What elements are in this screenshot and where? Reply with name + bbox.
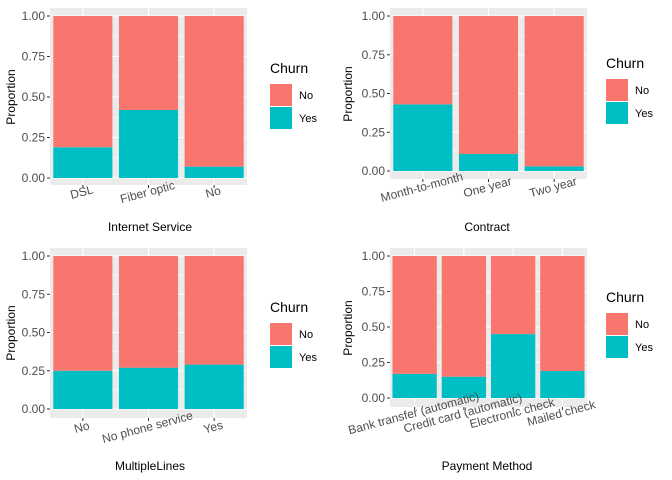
bar-yes-3 <box>184 166 244 178</box>
legend-label-yes: Yes <box>299 352 317 364</box>
legend-key-no <box>606 313 628 335</box>
legend-label-no: No <box>299 90 313 102</box>
bar-yes-3 <box>490 334 536 398</box>
bar-yes-2 <box>441 376 487 398</box>
y-tick-label: 0.00 <box>362 391 386 405</box>
legend-label-yes: Yes <box>299 113 317 125</box>
legend-key-yes <box>270 107 292 129</box>
y-tick-label: 0.50 <box>362 320 386 334</box>
y-tick-label: 0.50 <box>22 326 46 340</box>
x-axis-title: Internet Service <box>108 220 192 234</box>
bar-yes-1 <box>393 104 453 171</box>
bar-yes-2 <box>118 109 179 178</box>
y-tick-label: 0.50 <box>362 87 386 101</box>
y-tick-label: 1.00 <box>22 249 46 263</box>
bar-no-3 <box>184 16 244 167</box>
legend-label-no: No <box>635 85 649 97</box>
y-tick-label: 0.75 <box>22 287 46 301</box>
legend: Churn No Yes <box>270 299 317 368</box>
legend-key-yes <box>270 346 292 368</box>
x-tick-label: DSL <box>69 182 95 202</box>
x-axis-title: Payment Method <box>442 459 533 473</box>
legend-key-yes <box>606 336 628 358</box>
legend-label-yes: Yes <box>635 342 653 354</box>
bar-yes-4 <box>540 371 585 398</box>
legend-key-no <box>270 323 292 345</box>
bar-yes-1 <box>53 147 113 178</box>
y-axis-title: Proportion <box>4 69 18 124</box>
y-tick-label: 0.75 <box>362 48 386 62</box>
legend-title: Churn <box>606 55 644 71</box>
bar-no-4 <box>540 256 585 372</box>
y-tick-label: 0.75 <box>362 285 386 299</box>
y-axis-title: Proportion <box>341 66 355 121</box>
y-tick-label: 0.25 <box>22 364 46 378</box>
y-tick-label: 0.00 <box>22 171 46 185</box>
y-tick-label: 1.00 <box>362 9 386 23</box>
bar-no-2 <box>458 16 519 154</box>
legend-key-yes <box>606 102 628 124</box>
bar-no-3 <box>184 256 244 365</box>
bar-no-3 <box>490 256 536 335</box>
y-tick-label: 0.25 <box>362 356 386 370</box>
y-tick-label: 0.25 <box>362 125 386 139</box>
bar-yes-1 <box>392 373 437 398</box>
legend-title: Churn <box>270 60 308 76</box>
y-tick-label: 0.75 <box>22 50 46 64</box>
y-axis-title: Proportion <box>341 300 355 355</box>
legend-title: Churn <box>270 299 308 315</box>
bar-no-1 <box>53 256 113 371</box>
y-tick-label: 0.00 <box>362 164 386 178</box>
y-tick-label: 0.50 <box>22 90 46 104</box>
legend-label-yes: Yes <box>635 108 653 120</box>
legend-label-no: No <box>299 329 313 341</box>
legend: Churn No Yes <box>606 289 653 358</box>
legend-key-no <box>606 79 628 101</box>
y-tick-label: 0.25 <box>22 131 46 145</box>
y-tick-label: 1.00 <box>362 249 386 263</box>
bar-no-1 <box>53 16 113 148</box>
bar-no-3 <box>524 16 584 167</box>
bar-yes-3 <box>524 166 584 171</box>
x-axis-title: MultipleLines <box>115 459 185 473</box>
legend-label-no: No <box>635 319 649 331</box>
bar-yes-2 <box>458 153 519 171</box>
bar-yes-2 <box>118 367 179 409</box>
bar-yes-1 <box>53 370 113 409</box>
legend-title: Churn <box>606 289 644 305</box>
y-axis-title: Proportion <box>4 305 18 360</box>
x-tick-label: No <box>73 418 92 436</box>
bar-no-2 <box>441 256 487 377</box>
bar-no-2 <box>118 16 179 110</box>
x-axis-title: Contract <box>464 220 510 234</box>
x-tick-label: Yes <box>202 418 225 437</box>
bar-no-2 <box>118 256 179 368</box>
y-tick-label: 1.00 <box>22 9 46 23</box>
bar-no-1 <box>392 256 437 374</box>
y-tick-label: 0.00 <box>22 402 46 416</box>
bar-no-1 <box>393 16 453 105</box>
x-tick-label: No <box>204 183 223 201</box>
bar-yes-3 <box>184 364 244 409</box>
legend: Churn No Yes <box>270 60 317 129</box>
legend-key-no <box>270 84 292 106</box>
legend: Churn No Yes <box>606 55 653 124</box>
